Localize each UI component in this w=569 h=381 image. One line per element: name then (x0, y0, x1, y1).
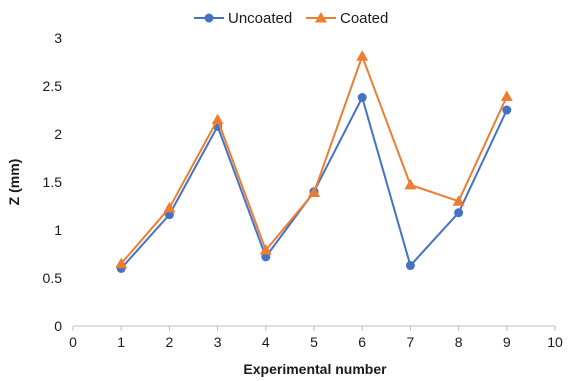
y-tick-label: 1 (54, 222, 62, 238)
data-point-uncoated (454, 208, 464, 218)
legend: Uncoated Coated (194, 10, 388, 27)
data-point-coated (163, 201, 176, 213)
data-point-coated (211, 113, 224, 125)
x-tick-label: 5 (310, 334, 318, 350)
series-uncoated (116, 93, 512, 273)
y-tick-label: 0.5 (43, 270, 63, 286)
data-point-coated (308, 186, 320, 198)
data-point-coated (452, 195, 465, 206)
y-tick-label: 3 (54, 30, 62, 46)
y-tick-label: 2 (54, 126, 62, 142)
data-point-uncoated (502, 105, 512, 115)
legend-label-uncoated: Uncoated (228, 10, 292, 27)
x-tick-label: 6 (358, 334, 366, 350)
x-tick-label: 1 (117, 334, 125, 350)
x-tick-label: 7 (407, 334, 415, 350)
data-point-uncoated (405, 261, 415, 271)
y-tick-label: 2.5 (43, 78, 63, 94)
data-point-coated (500, 90, 513, 102)
y-tick-label: 0 (54, 318, 62, 334)
x-tick-label: 2 (166, 334, 174, 350)
series-line-coated (120, 55, 508, 265)
data-point-coated (115, 257, 128, 269)
series-coated (115, 50, 513, 269)
series-line-uncoated (120, 96, 508, 270)
data-point-coated (404, 178, 417, 190)
legend-item-coated: Coated (306, 10, 388, 27)
series-layer (115, 50, 513, 273)
x-tick-label: 4 (262, 334, 270, 350)
y-tick-label: 1.5 (43, 174, 63, 190)
data-point-coated (259, 244, 272, 255)
x-tick-label: 9 (503, 334, 511, 350)
x-tick-label: 10 (547, 334, 563, 350)
legend-marker-coated (315, 12, 327, 23)
x-tick-label: 8 (455, 334, 463, 350)
data-point-coated (356, 50, 369, 61)
axes: 0 1 2 3 4 5 6 7 8 9 10 0 0.5 1 1.5 2 2.5 3 (43, 30, 563, 350)
legend-marker-uncoated (204, 13, 214, 23)
y-axis-title: Z (mm) (6, 159, 22, 206)
legend-item-uncoated: Uncoated (194, 10, 292, 27)
x-tick-label: 0 (69, 334, 77, 350)
x-axis-title: Experimental number (243, 361, 387, 377)
data-point-uncoated (357, 93, 367, 103)
x-tick-label: 3 (214, 334, 222, 350)
legend-label-coated: Coated (340, 10, 388, 27)
